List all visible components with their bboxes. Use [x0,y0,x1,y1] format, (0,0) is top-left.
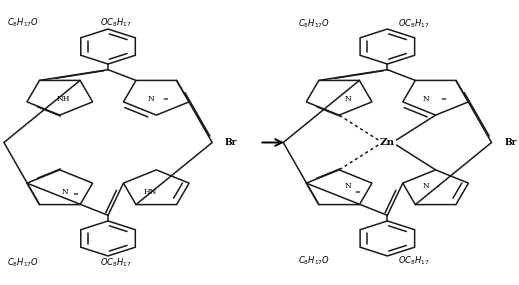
Text: =: = [73,192,78,198]
Text: $OC_8H_{17}$: $OC_8H_{17}$ [100,256,132,269]
Text: $OC_8H_{17}$: $OC_8H_{17}$ [100,16,132,28]
Text: $C_8H_{17}O$: $C_8H_{17}O$ [298,18,331,30]
Text: N: N [423,182,430,190]
Text: N: N [148,95,155,103]
Text: N: N [345,182,352,190]
Text: =: = [441,96,446,102]
Text: N: N [61,188,68,196]
Text: =: = [354,189,360,195]
Text: NH: NH [56,95,70,103]
Text: $C_8H_{17}O$: $C_8H_{17}O$ [298,255,331,267]
Text: $OC_8H_{17}$: $OC_8H_{17}$ [398,255,429,267]
Text: HN: HN [144,188,157,196]
Text: Zn: Zn [380,138,395,147]
Text: N: N [423,95,430,103]
Text: Br: Br [504,138,516,147]
Text: =: = [162,96,168,102]
Text: Br: Br [225,138,237,147]
Text: -: - [436,183,439,189]
Text: $OC_8H_{17}$: $OC_8H_{17}$ [398,18,429,30]
Text: $C_8H_{17}O$: $C_8H_{17}O$ [7,16,39,28]
Text: N: N [345,95,352,103]
Text: $C_8H_{17}O$: $C_8H_{17}O$ [7,256,39,269]
